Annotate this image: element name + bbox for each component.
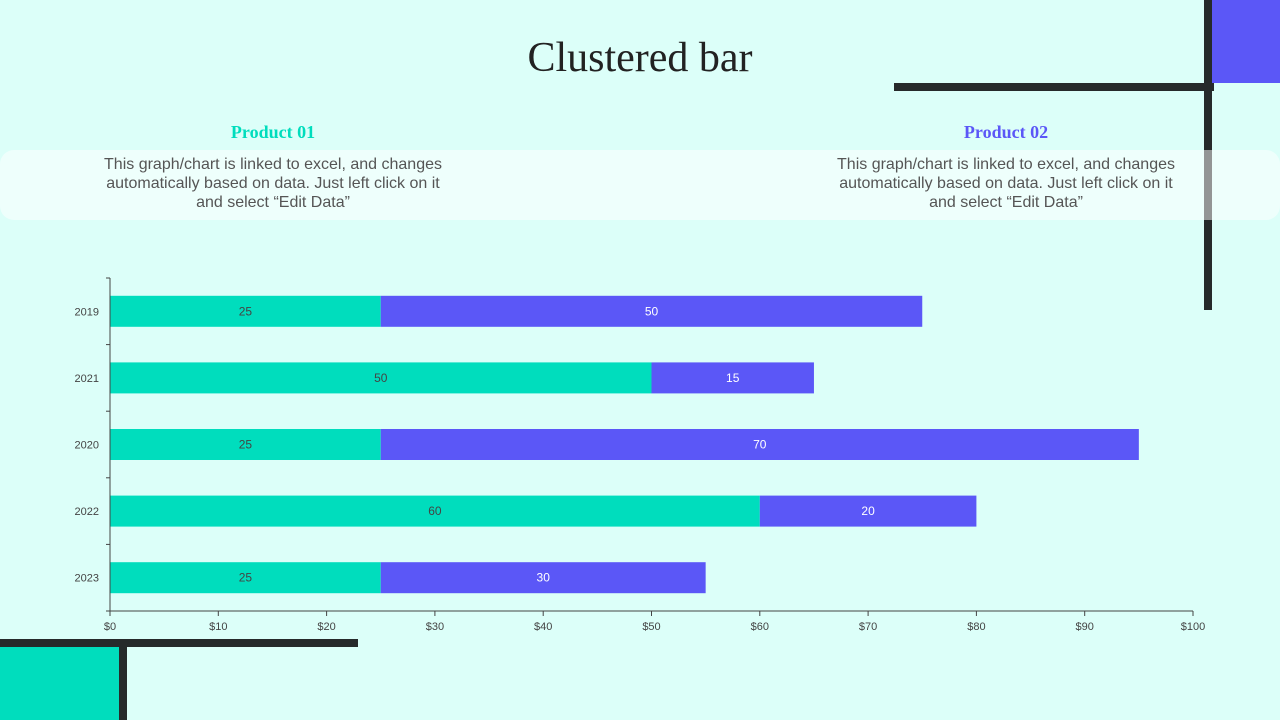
decor-bottom-box xyxy=(0,647,119,720)
bar-2021-series-1 xyxy=(110,362,652,394)
data-label-2020-series-2: 70 xyxy=(753,438,767,452)
data-label-2020-series-1: 25 xyxy=(239,438,253,452)
page-title: Clustered bar xyxy=(527,35,753,81)
data-label-2019-series-1: 25 xyxy=(239,304,253,318)
x-tick-label-10: $10 xyxy=(209,621,227,633)
data-label-2021-series-1: 50 xyxy=(374,371,388,385)
y-tick-label-2019: 2019 xyxy=(75,306,99,318)
data-label-2021-series-2: 15 xyxy=(726,371,740,385)
y-tick-label-2021: 2021 xyxy=(75,373,99,385)
x-tick-label-20: $20 xyxy=(317,621,335,633)
x-tick-label-30: $30 xyxy=(426,621,444,633)
x-tick-label-70: $70 xyxy=(859,621,877,633)
bar-2020-series-1 xyxy=(110,429,381,460)
x-tick-label-80: $80 xyxy=(967,621,985,633)
bar-2021-series-2 xyxy=(651,362,814,394)
x-tick-label-0: $0 xyxy=(104,621,116,633)
data-label-2023-series-2: 30 xyxy=(537,571,551,585)
bar-2022-series-1 xyxy=(110,495,760,527)
data-label-2019-series-2: 50 xyxy=(645,304,659,318)
data-label-2022-series-2: 20 xyxy=(861,504,875,518)
bar-2019-series-2 xyxy=(380,295,923,327)
x-tick-label-50: $50 xyxy=(642,621,660,633)
y-tick-label-2020: 2020 xyxy=(75,440,99,452)
bar-2020-series-2 xyxy=(380,429,1139,460)
description-band xyxy=(0,150,1280,220)
x-tick-label-60: $60 xyxy=(751,621,769,633)
product-01-heading: Product 01 xyxy=(230,122,316,142)
product-02-description: This graph/chart is linked to excel, and… xyxy=(837,156,1175,211)
data-label-2022-series-1: 60 xyxy=(428,504,442,518)
product-01-description: This graph/chart is linked to excel, and… xyxy=(104,156,442,211)
bar-2023-series-2 xyxy=(380,562,706,594)
y-tick-label-2023: 2023 xyxy=(75,573,99,585)
x-tick-label-90: $90 xyxy=(1076,621,1094,633)
data-label-2023-series-1: 25 xyxy=(239,571,253,585)
decor-bottom-line xyxy=(0,639,358,647)
bar-2019-series-1 xyxy=(110,295,381,327)
bar-2023-series-1 xyxy=(110,562,381,594)
x-tick-label-100: $100 xyxy=(1181,621,1205,633)
y-tick-label-2022: 2022 xyxy=(75,506,99,518)
decor-top-line xyxy=(894,83,1214,91)
decor-top-box xyxy=(1212,0,1280,83)
product-02-heading: Product 02 xyxy=(963,122,1049,142)
decor-bottom-vertical-line xyxy=(119,647,127,720)
x-tick-label-40: $40 xyxy=(534,621,552,633)
bar-2022-series-2 xyxy=(759,495,977,527)
